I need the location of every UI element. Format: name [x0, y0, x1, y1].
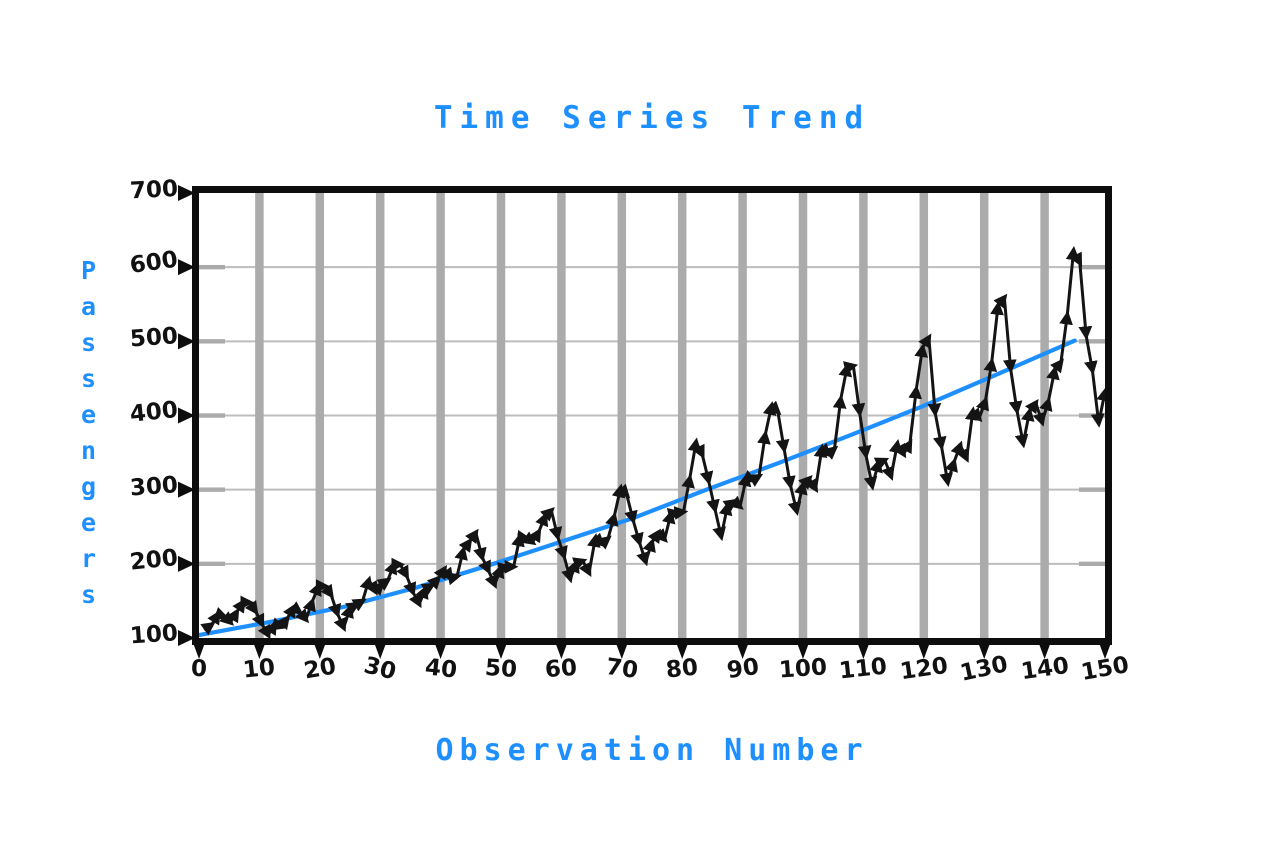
- v-gridline: [255, 193, 264, 638]
- v-gridline: [677, 193, 687, 638]
- y-tick-mark: [178, 630, 195, 646]
- x-tick-label: 150: [1079, 652, 1131, 686]
- h-gridline-stub: [199, 487, 225, 492]
- data-series-line: [200, 246, 1110, 640]
- v-gridline: [375, 193, 385, 638]
- h-gridline-stub: [199, 561, 225, 567]
- y-tick-mark: [178, 333, 195, 350]
- h-gridline-stub: [199, 264, 225, 270]
- y-tick-label: 300: [129, 471, 179, 502]
- y-tick-mark: [178, 185, 195, 201]
- h-gridline-stub: [1079, 487, 1105, 492]
- y-tick-mark: [178, 407, 195, 424]
- x-tick-label: 50: [484, 654, 518, 684]
- x-axis-title: Observation Number: [435, 733, 869, 768]
- y-axis-title: Passengers: [74, 256, 103, 616]
- v-gridline: [979, 193, 989, 638]
- h-gridline-stub: [199, 413, 225, 418]
- x-tick-label: 90: [724, 653, 761, 685]
- x-tick-label: 0: [190, 655, 208, 683]
- x-tick-label: 110: [838, 653, 889, 685]
- v-gridline: [919, 193, 929, 638]
- h-gridline-stub: [199, 339, 225, 344]
- v-gridline: [617, 193, 627, 638]
- v-gridline: [315, 193, 325, 638]
- x-tick-label: 60: [544, 654, 579, 684]
- x-tick-label: 40: [423, 654, 458, 684]
- y-tick-label: 700: [129, 175, 179, 205]
- x-tick-label: 100: [778, 654, 828, 684]
- h-gridline-stub: [1079, 264, 1105, 270]
- v-gridline: [496, 193, 506, 638]
- h-gridline-stub: [1079, 339, 1105, 344]
- y-tick-label: 400: [128, 396, 180, 428]
- v-gridline: [436, 193, 445, 638]
- y-tick-label: 200: [128, 544, 180, 576]
- x-tick-label: 30: [361, 652, 399, 686]
- y-tick-label: 500: [129, 323, 179, 353]
- y-tick-mark: [178, 259, 195, 276]
- x-tick-label: 20: [301, 653, 338, 685]
- y-tick-label: 600: [128, 246, 180, 280]
- trend-line: [196, 338, 1077, 638]
- x-tick-label: 10: [242, 654, 277, 684]
- v-gridline: [798, 193, 808, 638]
- y-tick-mark: [178, 481, 195, 498]
- v-gridline: [738, 193, 747, 638]
- chart-title: Time Series Trend: [433, 100, 871, 136]
- x-tick-label: 140: [1019, 652, 1071, 686]
- x-tick-label: 120: [898, 652, 950, 686]
- y-tick-mark: [178, 555, 195, 572]
- v-gridline: [557, 193, 566, 638]
- y-tick-label: 100: [129, 620, 179, 650]
- x-tick-label: 80: [664, 654, 700, 684]
- x-tick-label: 70: [604, 653, 640, 685]
- chart-canvas: [178, 185, 1112, 659]
- h-gridline-stub: [1079, 561, 1105, 567]
- x-tick-label: 130: [957, 651, 1011, 687]
